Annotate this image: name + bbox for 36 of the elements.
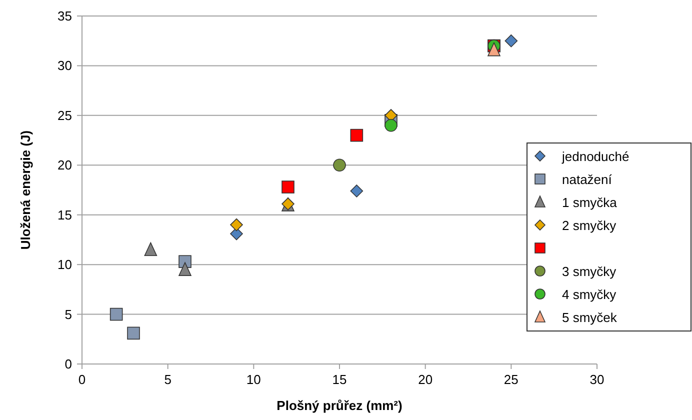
point [384, 118, 398, 132]
legend-label: 2 smyčky [562, 218, 617, 233]
x-tick-label: 20 [418, 372, 433, 387]
legend-label: jednoduché [561, 149, 630, 164]
point [110, 308, 123, 321]
y-tick-label: 15 [58, 207, 72, 222]
legend-label: 3 smyčky [562, 264, 617, 279]
x-tick-label: 25 [504, 372, 518, 387]
y-tick-label: 30 [58, 58, 72, 74]
legend-label: 4 smyčky [562, 287, 617, 302]
y-tick-label: 35 [58, 8, 72, 24]
point [178, 262, 192, 276]
legend-label: 5 smyček [562, 310, 618, 325]
y-tick-label: 20 [58, 158, 72, 173]
point [333, 158, 346, 172]
point [127, 326, 140, 340]
point [144, 242, 158, 256]
point [350, 184, 364, 198]
point [350, 128, 364, 142]
point [504, 34, 518, 48]
x-tick-label: 0 [78, 372, 86, 387]
y-axis-title: Uložená energie (J) [18, 130, 33, 250]
x-tick-label: 30 [590, 372, 604, 387]
x-tick-label: 5 [164, 372, 172, 387]
point [282, 180, 294, 194]
x-tick-label: 15 [332, 372, 347, 387]
point [488, 42, 500, 56]
x-axis-title: Plošný průřez (mm²) [276, 398, 402, 413]
legend-label: natažení [562, 172, 612, 187]
y-tick-label: 5 [64, 306, 72, 322]
point [230, 218, 243, 232]
y-tick-label: 10 [58, 257, 72, 272]
legend-label: 1 smyčka [562, 195, 618, 210]
y-tick-label: 25 [58, 108, 72, 123]
x-tick-label: 10 [246, 372, 261, 387]
y-tick-label: 0 [64, 356, 72, 372]
